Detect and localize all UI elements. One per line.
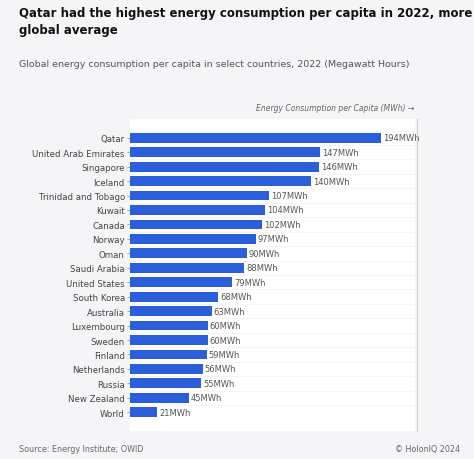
Bar: [130, 206, 265, 215]
Text: 194MWh: 194MWh: [383, 134, 419, 143]
Text: 56MWh: 56MWh: [205, 364, 236, 374]
Text: © HolonIQ 2024: © HolonIQ 2024: [395, 444, 460, 453]
Bar: [130, 350, 207, 359]
Text: 147MWh: 147MWh: [322, 148, 359, 157]
Bar: [130, 408, 157, 417]
Text: 60MWh: 60MWh: [210, 336, 241, 345]
Bar: [130, 134, 381, 143]
Bar: [130, 321, 208, 331]
Text: 79MWh: 79MWh: [235, 278, 266, 287]
Bar: [130, 177, 311, 187]
Text: 88MWh: 88MWh: [246, 264, 278, 273]
Bar: [130, 292, 218, 302]
Text: Global energy consumption per capita in select countries, 2022 (Megawatt Hours): Global energy consumption per capita in …: [19, 60, 410, 69]
Bar: [130, 249, 246, 259]
Bar: [130, 235, 256, 244]
Text: 21MWh: 21MWh: [159, 408, 191, 417]
Bar: [130, 263, 244, 273]
Text: Source: Energy Institute; OWID: Source: Energy Institute; OWID: [19, 444, 143, 453]
Text: 90MWh: 90MWh: [249, 249, 280, 258]
Text: 97MWh: 97MWh: [258, 235, 289, 244]
Text: 55MWh: 55MWh: [203, 379, 235, 388]
Bar: [130, 148, 320, 158]
Bar: [130, 364, 203, 374]
Text: 59MWh: 59MWh: [209, 350, 240, 359]
Text: 104MWh: 104MWh: [267, 206, 303, 215]
Text: Qatar had the highest energy consumption per capita in 2022, more than 9x the
gl: Qatar had the highest energy consumption…: [19, 7, 474, 37]
Text: 68MWh: 68MWh: [220, 292, 252, 302]
Bar: [130, 336, 208, 345]
Bar: [130, 379, 201, 388]
Text: 102MWh: 102MWh: [264, 220, 301, 230]
Text: 140MWh: 140MWh: [313, 177, 350, 186]
Text: 107MWh: 107MWh: [271, 191, 307, 201]
Bar: [130, 220, 262, 230]
Bar: [130, 278, 232, 287]
Text: Energy Consumption per Capita (MWh) →: Energy Consumption per Capita (MWh) →: [256, 103, 415, 112]
Bar: [130, 162, 319, 172]
Text: 60MWh: 60MWh: [210, 321, 241, 330]
Text: 63MWh: 63MWh: [214, 307, 246, 316]
Text: 45MWh: 45MWh: [191, 393, 222, 403]
Bar: [130, 393, 189, 403]
Bar: [130, 191, 269, 201]
Text: 146MWh: 146MWh: [321, 163, 358, 172]
Bar: [130, 307, 212, 316]
